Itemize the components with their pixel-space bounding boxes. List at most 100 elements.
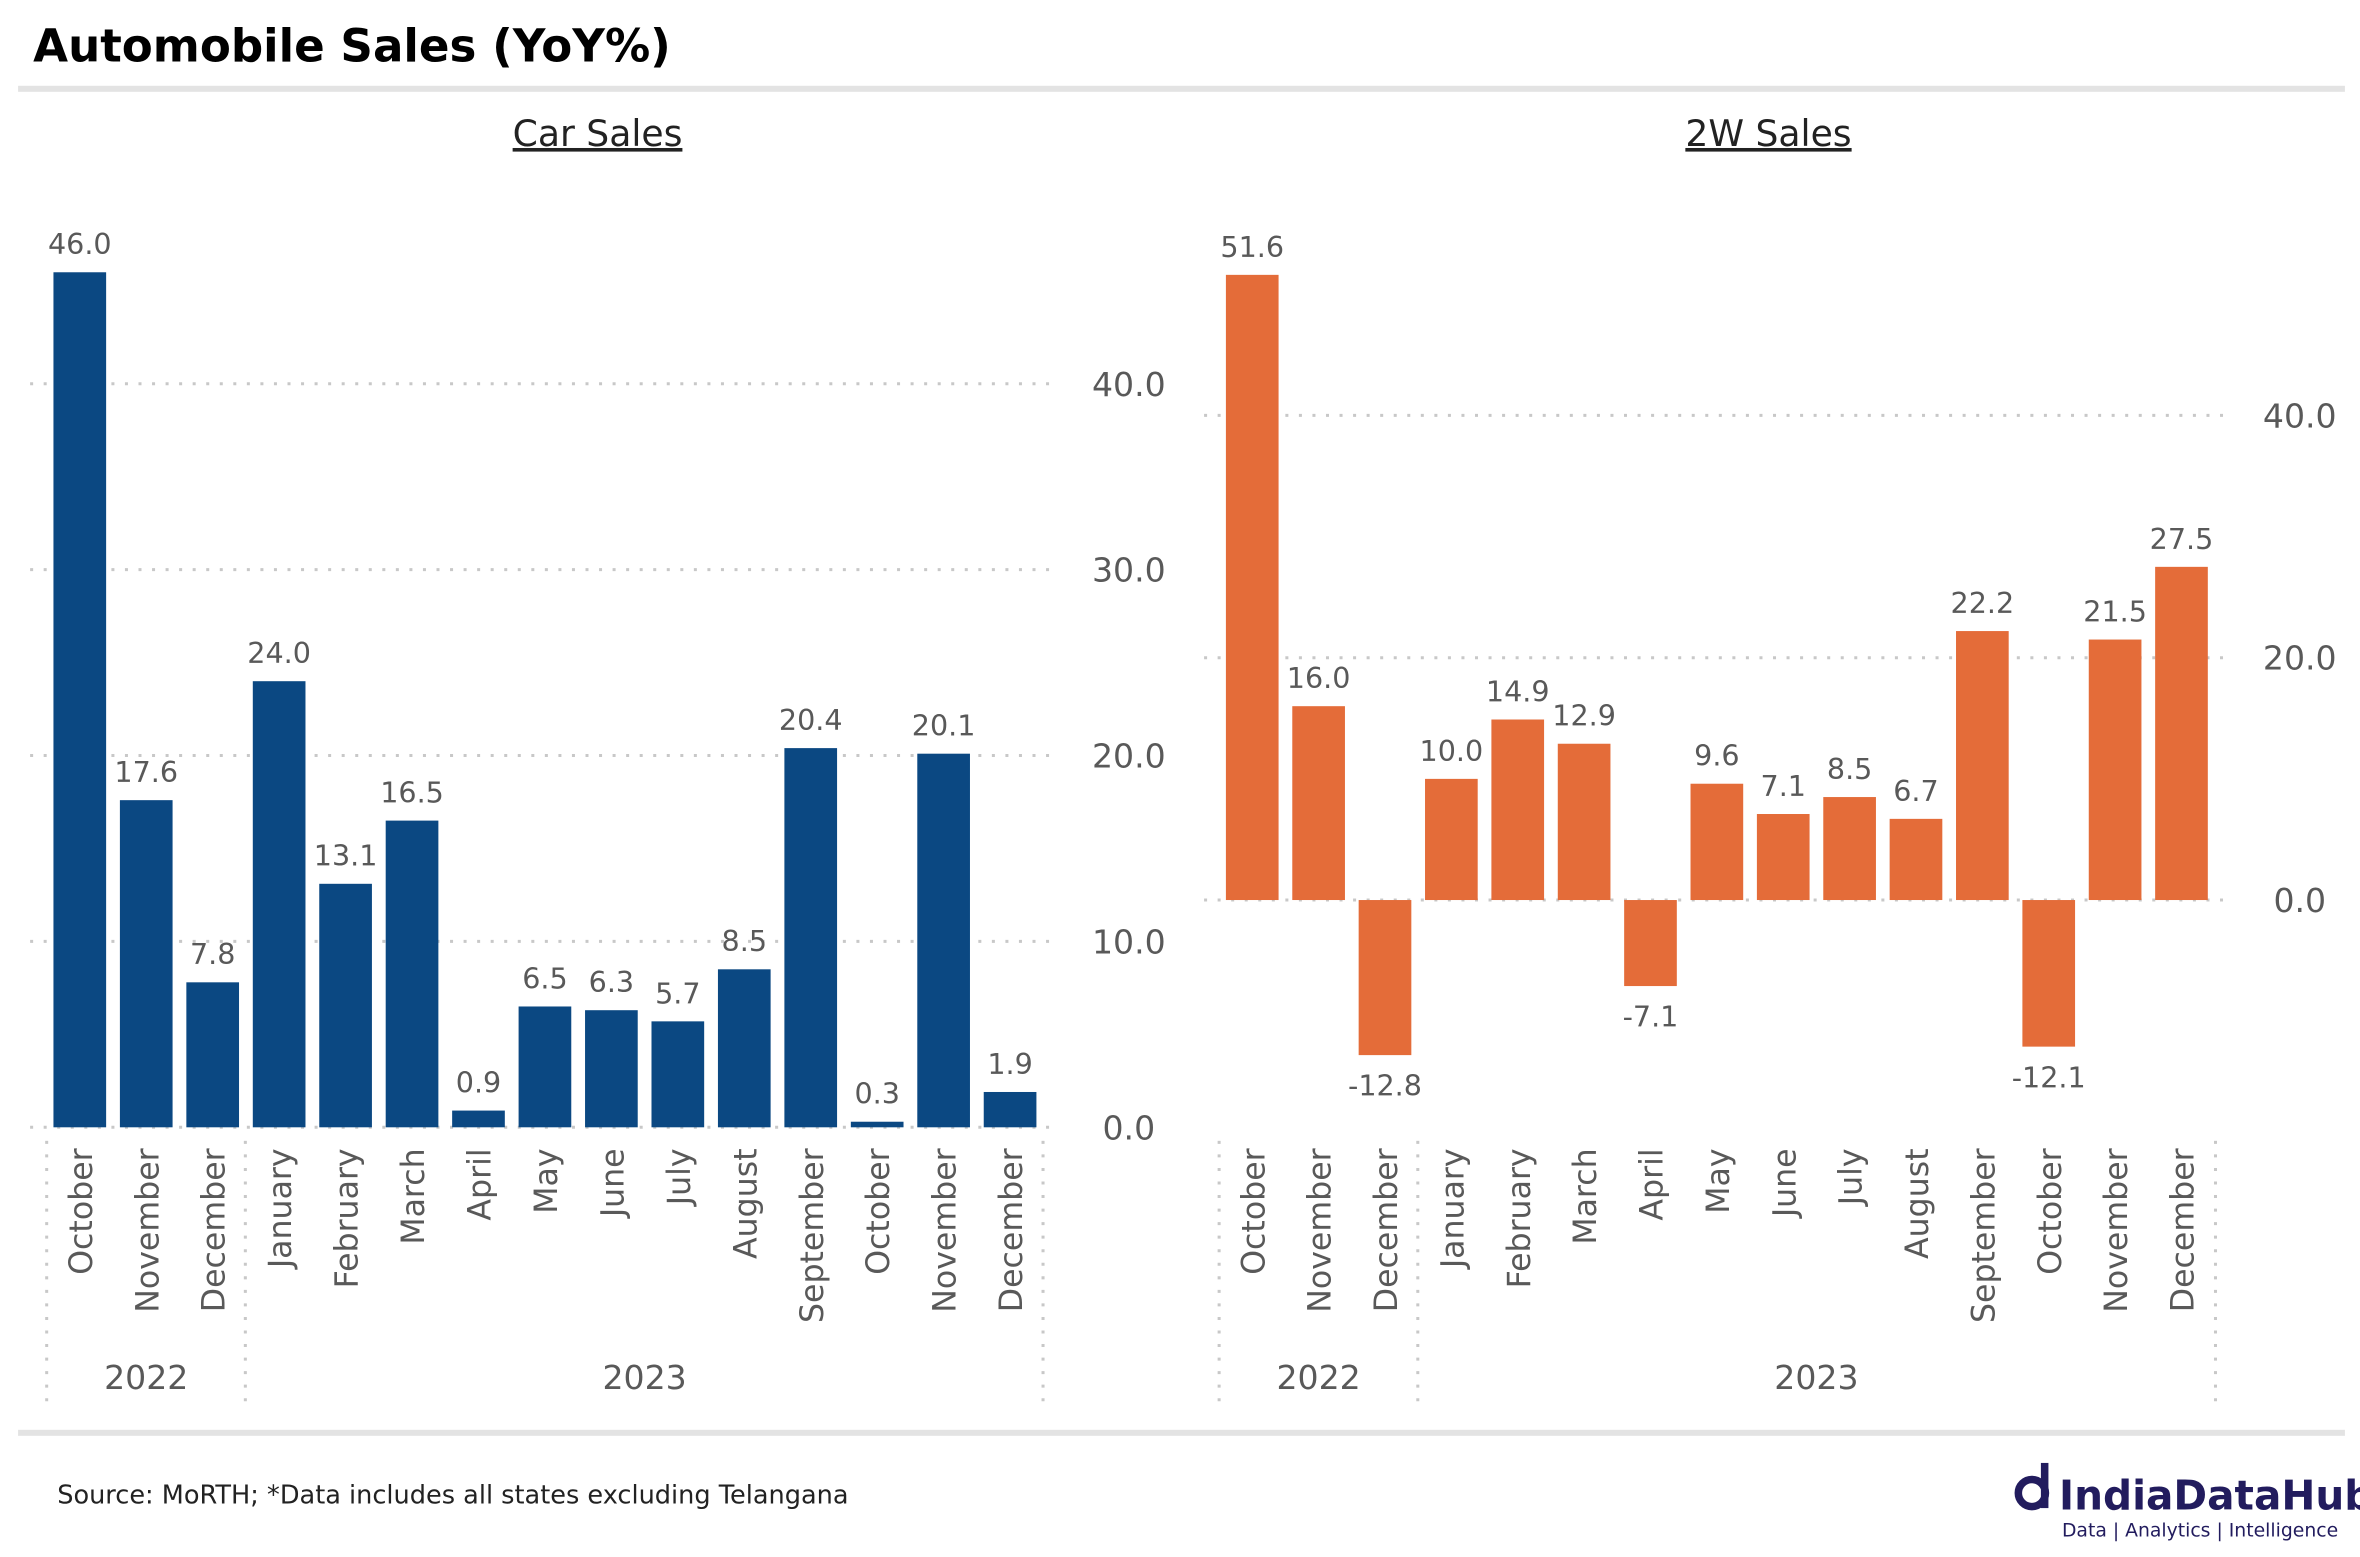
2w-x-tick-label: August	[1900, 1148, 1936, 1259]
car-x-tick-label: November	[928, 1148, 964, 1312]
logo-name: IndiaDataHub	[2059, 1472, 2360, 1520]
2w-bar	[1756, 814, 1810, 901]
2w-x-tick-label: October	[2033, 1148, 2069, 1274]
2w-data-label: -12.1	[2012, 1060, 2086, 1094]
car-data-label: 16.5	[380, 776, 444, 810]
2w-bar	[1425, 778, 1478, 901]
2w-data-label: 10.0	[1420, 734, 1484, 768]
car-bar	[119, 800, 173, 1128]
car-bar	[518, 1006, 572, 1128]
car-data-label: 0.3	[854, 1077, 899, 1111]
2w-bar	[1690, 783, 1744, 901]
car-y-tick-label: 40.0	[1092, 365, 1166, 404]
2w-x-tick-label: September	[1966, 1148, 2002, 1323]
car-data-label: 24.0	[247, 636, 311, 670]
car-x-tick-label: November	[130, 1148, 166, 1312]
car-bar	[252, 681, 306, 1128]
source-note: Source: MoRTH; *Data includes all states…	[57, 1481, 848, 1511]
car-bar	[585, 1010, 638, 1128]
page-title: Automobile Sales (YoY%)	[33, 20, 671, 73]
2w-data-label: 9.6	[1694, 739, 1739, 773]
2w-x-tick-label: June	[1767, 1148, 1803, 1219]
car-data-label: 7.8	[190, 937, 235, 971]
car-bar	[319, 883, 372, 1128]
2w-x-tick-label: July	[1834, 1148, 1870, 1207]
2w-data-label: 22.2	[1951, 586, 2015, 620]
footer-divider	[18, 1429, 2345, 1436]
car-data-label: 20.4	[779, 703, 843, 737]
2w-data-label: 7.1	[1761, 769, 1806, 803]
car-data-label: 17.6	[114, 755, 178, 789]
car-bar	[651, 1021, 705, 1128]
car-x-tick-label: March	[396, 1148, 432, 1244]
2w-bar	[1889, 818, 1943, 901]
2w-bar	[2155, 566, 2208, 901]
2w-y-tick-label: 40.0	[2263, 396, 2337, 435]
car-data-label: 6.3	[589, 965, 634, 999]
2w-bar	[1358, 900, 1412, 1056]
indiadatahub-logo: IndiaDataHub Data | Analytics | Intellig…	[2014, 1462, 2360, 1542]
car-y-tick-label: 0.0	[1102, 1108, 1155, 1147]
car-x-tick-label: December	[197, 1148, 233, 1312]
logo-mark-icon	[2014, 1462, 2050, 1511]
2w-chart-title: 2W Sales	[1685, 112, 1851, 155]
logo-tagline: Data | Analytics | Intelligence	[2062, 1521, 2338, 1542]
2w-bar	[1557, 743, 1611, 901]
2w-y-tick-label: 0.0	[2273, 881, 2326, 920]
car-bar	[850, 1121, 904, 1128]
2w-bar	[1956, 631, 2009, 901]
car-x-tick-label: October	[64, 1148, 100, 1274]
car-data-label: 1.9	[987, 1047, 1032, 1081]
2w-data-label: 6.7	[1893, 774, 1938, 808]
2w-bar	[1292, 706, 1345, 901]
car-x-tick-label: June	[595, 1148, 631, 1219]
2w-x-tick-label: January	[1435, 1148, 1471, 1270]
car-y-tick-label: 20.0	[1092, 737, 1166, 776]
car-data-label: 0.9	[456, 1066, 501, 1100]
car-x-tick-label: May	[529, 1148, 565, 1213]
car-x-tick-label: February	[330, 1148, 366, 1288]
2w-x-tick-label: March	[1568, 1148, 1604, 1244]
2w-x-tick-label: April	[1635, 1148, 1671, 1220]
2w-bar	[2022, 900, 2076, 1047]
car-chart-title: Car Sales	[513, 112, 683, 155]
car-data-label: 46.0	[48, 227, 112, 261]
car-year-label: 2023	[602, 1358, 686, 1397]
car-data-label: 5.7	[655, 976, 700, 1010]
2w-data-label: -12.8	[1348, 1069, 1422, 1103]
2w-x-tick-label: November	[2099, 1148, 2135, 1312]
2w-bar	[1624, 900, 1677, 987]
car-data-label: 13.1	[314, 839, 378, 873]
car-bar	[385, 820, 439, 1128]
car-bar	[452, 1110, 505, 1128]
car-bar	[186, 982, 240, 1128]
2w-x-tick-label: May	[1701, 1148, 1737, 1213]
2w-data-label: -7.1	[1623, 1000, 1679, 1034]
2w-bar	[1225, 274, 1279, 901]
car-data-label: 8.5	[722, 924, 767, 958]
car-x-tick-label: April	[463, 1148, 499, 1220]
car-bar	[717, 969, 771, 1128]
car-y-tick-label: 10.0	[1092, 922, 1166, 961]
2w-bar	[1823, 797, 1876, 901]
car-data-label: 6.5	[522, 961, 567, 995]
2w-x-tick-label: February	[1502, 1148, 1538, 1288]
2w-x-tick-label: December	[2166, 1148, 2202, 1312]
2w-data-label: 16.0	[1287, 661, 1351, 695]
2w-bar	[1491, 719, 1545, 901]
header-divider	[18, 85, 2345, 92]
2w-data-label: 8.5	[1827, 752, 1872, 786]
2w-x-tick-label: December	[1369, 1148, 1405, 1312]
2w-year-label: 2023	[1774, 1358, 1858, 1397]
car-year-label: 2022	[104, 1358, 188, 1397]
car-x-tick-label: October	[861, 1148, 897, 1274]
car-x-tick-label: August	[728, 1148, 764, 1259]
2w-bar	[2088, 639, 2142, 901]
2w-year-label: 2022	[1276, 1358, 1360, 1397]
car-y-tick-label: 30.0	[1092, 551, 1166, 590]
car-bar	[53, 272, 107, 1128]
car-x-tick-label: January	[263, 1148, 299, 1270]
car-data-label: 20.1	[912, 709, 976, 743]
2w-x-tick-label: October	[1236, 1148, 1272, 1274]
